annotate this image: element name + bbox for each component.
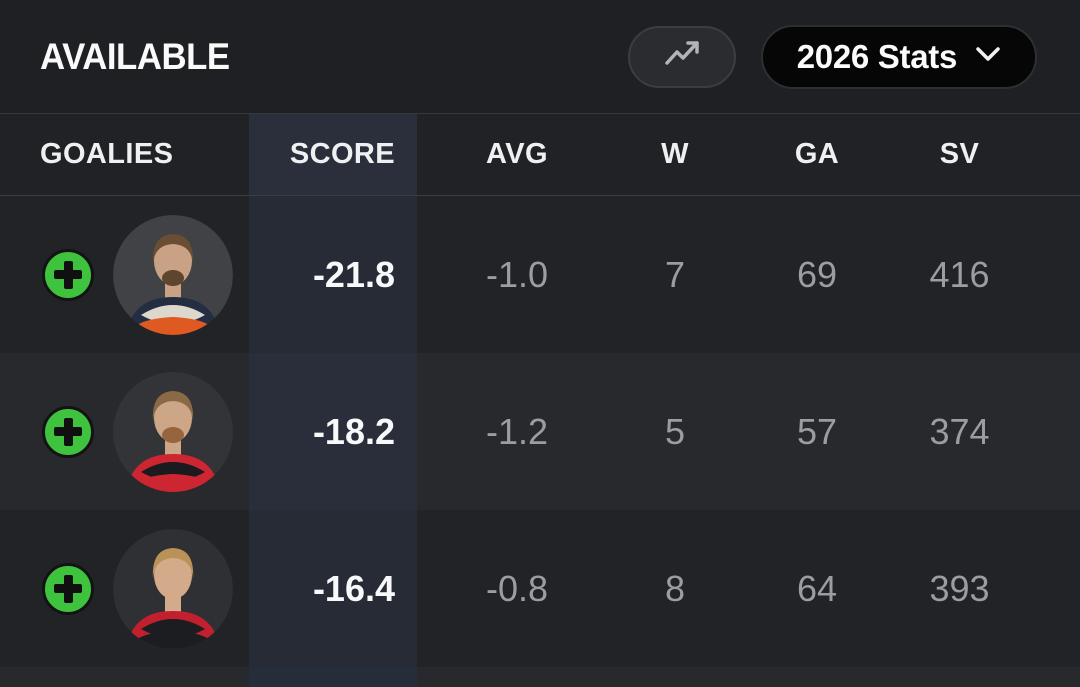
add-player-button[interactable] <box>42 248 94 301</box>
goalie-cell <box>0 196 249 353</box>
column-header-w[interactable]: W <box>661 138 689 170</box>
table-row: -21.8 -1.0 7 69 416 <box>0 196 1080 353</box>
table-header-row: GOALIES SCORE AVG W GA SV <box>0 114 1080 196</box>
stats-dropdown-label: 2026 Stats <box>796 37 958 75</box>
table-row-partial <box>0 667 1080 687</box>
wins-value: 8 <box>664 567 686 609</box>
column-header-avg[interactable]: AVG <box>486 138 548 170</box>
saves-value: 416 <box>929 253 990 295</box>
saves-value: 393 <box>929 567 990 609</box>
topbar-actions: 2026 Stats <box>627 24 1037 89</box>
wins-value: 5 <box>664 410 686 452</box>
score-value: -21.8 <box>249 196 417 353</box>
goals-against-value: 57 <box>796 410 838 452</box>
chevron-down-icon <box>975 46 1001 67</box>
column-header-ga[interactable]: GA <box>794 138 840 170</box>
avg-value: -1.0 <box>485 253 549 295</box>
score-value: -18.2 <box>249 353 417 510</box>
player-avatar[interactable] <box>113 528 233 649</box>
table-row: -18.2 -1.2 5 57 374 <box>0 353 1080 510</box>
wins-value: 7 <box>664 253 686 295</box>
column-header-sv[interactable]: SV <box>939 138 980 170</box>
add-player-button[interactable] <box>42 405 94 458</box>
goalie-cell <box>0 353 249 510</box>
goals-against-value: 64 <box>796 567 838 609</box>
avg-value: -1.2 <box>485 410 549 452</box>
table-row: -16.4 -0.8 8 64 393 <box>0 510 1080 667</box>
player-avatar[interactable] <box>113 371 233 492</box>
column-header-goalies: GOALIES <box>40 138 174 170</box>
stats-season-dropdown[interactable]: 2026 Stats <box>760 24 1037 89</box>
goals-against-value: 69 <box>796 253 838 295</box>
topbar: AVAILABLE 2026 Stats <box>0 0 1080 114</box>
add-player-button[interactable] <box>42 562 94 615</box>
column-header-score[interactable]: SCORE <box>249 114 417 195</box>
page-title: AVAILABLE <box>40 35 230 77</box>
trending-up-icon <box>663 35 701 78</box>
saves-value: 374 <box>929 410 990 452</box>
trend-chart-button[interactable] <box>627 25 736 88</box>
avg-value: -0.8 <box>485 567 549 609</box>
player-avatar[interactable] <box>113 214 233 335</box>
goalie-cell <box>0 510 249 667</box>
score-value: -16.4 <box>249 510 417 667</box>
